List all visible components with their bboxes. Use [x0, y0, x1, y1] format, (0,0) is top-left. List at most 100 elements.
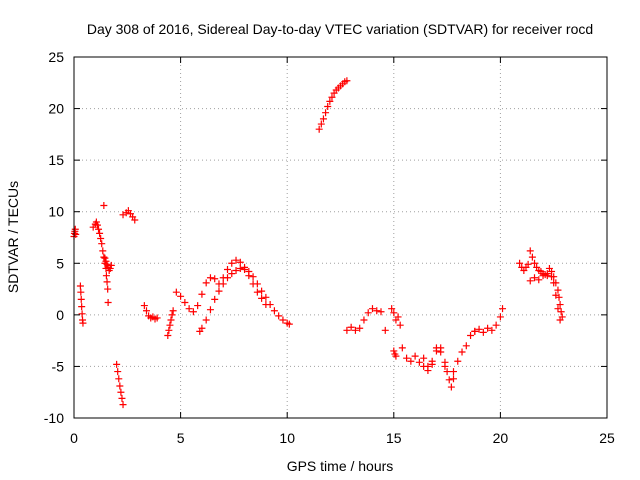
series-t1 [76, 282, 87, 327]
data-point [107, 261, 115, 269]
series-t7 [164, 307, 177, 339]
data-point [117, 388, 125, 396]
data-point [114, 368, 122, 376]
data-point [236, 258, 244, 266]
data-point [462, 342, 470, 350]
data-point [165, 326, 173, 334]
data-point [443, 368, 451, 376]
data-point [343, 326, 351, 334]
series-t17 [449, 327, 479, 376]
data-point [539, 272, 547, 280]
data-point [467, 331, 475, 339]
data-point [172, 288, 180, 296]
data-point [437, 344, 445, 352]
data-point [104, 298, 112, 306]
data-point [202, 316, 210, 324]
data-point [166, 321, 174, 329]
data-point [390, 309, 398, 317]
data-point [72, 230, 80, 238]
y-tick-label: 5 [56, 255, 64, 271]
y-tick-label: 10 [48, 204, 64, 220]
data-point [103, 260, 111, 268]
grid-lines [74, 57, 607, 418]
data-point [488, 326, 496, 334]
data-points [70, 77, 566, 409]
data-point [215, 287, 223, 295]
data-point [177, 292, 185, 300]
data-point [206, 274, 214, 282]
series-t3 [100, 202, 115, 275]
data-point [475, 325, 483, 333]
axis-ticks [73, 56, 608, 419]
series-t13 [390, 347, 400, 360]
data-point [258, 294, 266, 302]
data-point [428, 357, 436, 365]
data-point [185, 305, 193, 313]
data-point [449, 368, 457, 376]
data-point [116, 382, 124, 390]
data-point [441, 358, 449, 366]
axis-tick-labels: 0 5 10 15 20 25 -10 -5 0 5 10 15 20 25 [44, 49, 615, 446]
y-tick-label: 20 [48, 101, 64, 117]
data-point [388, 305, 396, 313]
data-point [78, 303, 86, 311]
y-tick-label: 0 [56, 307, 64, 323]
data-point [164, 331, 172, 339]
data-point [253, 280, 261, 288]
series-t11 [343, 305, 389, 334]
data-point [275, 312, 283, 320]
series-t18 [471, 305, 507, 336]
series-t10 [315, 77, 351, 133]
y-tick-label: 25 [48, 49, 64, 65]
data-point [322, 109, 330, 117]
data-point [471, 327, 479, 335]
data-point [168, 311, 176, 319]
chart-title: Day 308 of 2016, Sidereal Day-to-day VTE… [87, 21, 593, 37]
data-point [479, 328, 487, 336]
data-point [131, 216, 139, 224]
data-point [398, 344, 406, 352]
data-point [78, 310, 86, 318]
data-point [548, 268, 556, 276]
series-t12 [388, 305, 404, 329]
data-point [92, 218, 100, 226]
x-tick-label: 5 [177, 430, 185, 446]
data-point [407, 357, 415, 365]
data-point [447, 383, 455, 391]
data-point [285, 320, 293, 328]
data-point [167, 316, 175, 324]
data-point [100, 253, 108, 261]
data-point [236, 264, 244, 272]
data-point [516, 259, 524, 267]
x-tick-label: 25 [599, 430, 615, 446]
data-point [100, 202, 108, 210]
data-point [153, 314, 161, 322]
data-point [496, 313, 504, 321]
series-t6 [140, 302, 161, 323]
data-point [392, 352, 400, 360]
data-point [381, 326, 389, 334]
data-point [528, 253, 536, 261]
data-point [351, 326, 359, 334]
data-point [279, 316, 287, 324]
data-point [224, 265, 232, 273]
data-point [202, 279, 210, 287]
data-point [219, 280, 227, 288]
data-point [106, 264, 114, 272]
data-point [499, 305, 507, 313]
data-point [531, 274, 539, 282]
data-point [526, 277, 534, 285]
data-point [270, 307, 278, 315]
data-point [113, 360, 121, 368]
data-point [484, 324, 492, 332]
x-tick-label: 0 [70, 430, 78, 446]
data-point [95, 225, 103, 233]
data-point [347, 323, 355, 331]
data-point [377, 308, 385, 316]
data-point [228, 259, 236, 267]
data-point [198, 324, 206, 332]
data-point [102, 257, 110, 265]
data-point [211, 275, 219, 283]
series-t16 [441, 358, 457, 391]
data-point [198, 290, 206, 298]
